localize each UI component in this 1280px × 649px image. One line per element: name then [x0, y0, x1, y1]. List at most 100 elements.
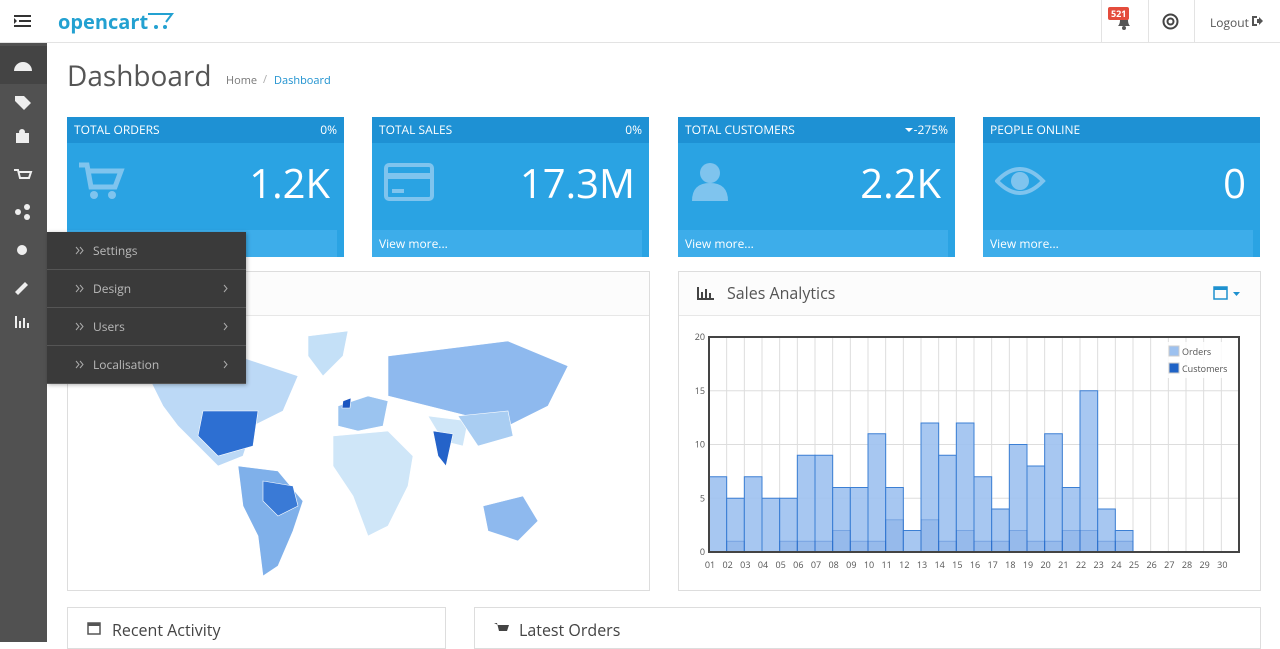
- bar: [973, 540, 993, 553]
- y-tick-label: 15: [695, 384, 705, 397]
- bar: [1044, 540, 1063, 553]
- bar: [814, 454, 834, 553]
- x-tick-label: 08: [829, 558, 839, 571]
- sales-panel-heading: Sales Analytics: [679, 272, 1260, 316]
- x-tick-label: 27: [1164, 558, 1174, 571]
- bar: [796, 454, 816, 553]
- chart-title: Sales Analytics: [727, 282, 836, 304]
- tile-value: 1.2K: [249, 155, 330, 210]
- x-tick-label: 14: [935, 558, 945, 571]
- tile-value: 17.3M: [519, 155, 635, 210]
- x-tick-label: 23: [1094, 558, 1104, 571]
- tile-link[interactable]: View more...: [678, 230, 948, 257]
- x-tick-label: 29: [1200, 558, 1210, 571]
- menu-toggle[interactable]: [14, 14, 32, 28]
- bar: [1114, 540, 1134, 553]
- x-tick-label: 04: [758, 558, 768, 571]
- top-bar: opencart 521 Logout: [0, 0, 1280, 43]
- tile-link[interactable]: View more...: [983, 230, 1253, 257]
- bar: [867, 433, 887, 553]
- stat-tile: TOTAL SALES 0% 17.3M View more...: [372, 117, 649, 257]
- menu-chevron: [75, 284, 84, 293]
- y-tick-label: 10: [695, 438, 705, 451]
- x-tick-label: 24: [1111, 558, 1121, 571]
- sidebar: [0, 43, 47, 642]
- x-tick-label: 10: [864, 558, 874, 571]
- brand-cart: [148, 13, 174, 29]
- tile-change: -275%: [904, 117, 948, 143]
- chart-icon: [697, 287, 714, 300]
- bar: [743, 476, 763, 553]
- tile-title: TOTAL CUSTOMERS: [685, 121, 795, 138]
- legend-swatch: [1168, 362, 1180, 374]
- change-value: -275%: [913, 121, 948, 138]
- submenu-arrow: [223, 322, 228, 331]
- x-tick-label: 02: [723, 558, 733, 571]
- bar: [1061, 530, 1081, 553]
- tile-title: TOTAL SALES: [379, 121, 453, 138]
- bar: [991, 540, 1010, 553]
- menu-item[interactable]: Localisation: [47, 346, 246, 384]
- tile-header: TOTAL SALES 0%: [372, 117, 649, 143]
- bar: [832, 530, 851, 553]
- bar: [761, 497, 781, 553]
- tile-icon: [995, 167, 1046, 195]
- menu-item[interactable]: Design: [47, 270, 246, 308]
- x-tick-label: 16: [970, 558, 980, 571]
- x-tick-label: 19: [1023, 558, 1033, 571]
- page-title: Dashboard: [67, 57, 212, 95]
- bar: [1008, 530, 1028, 553]
- menu-chevron: [75, 246, 84, 255]
- range-picker[interactable]: [1213, 285, 1243, 301]
- settings-menu: Settings Design Users Localisation: [47, 232, 246, 384]
- panel-title: Recent Activity: [112, 619, 221, 641]
- bar: [708, 476, 728, 553]
- legend-label: Customers: [1182, 362, 1227, 375]
- bar: [726, 540, 745, 553]
- x-tick-label: 11: [882, 558, 892, 571]
- menu-chevron: [75, 322, 84, 331]
- y-tick-label: 5: [700, 491, 705, 504]
- x-tick-label: 12: [899, 558, 909, 571]
- x-tick-label: 05: [776, 558, 786, 571]
- tile-header: PEOPLE ONLINE: [983, 117, 1260, 143]
- submenu-arrow: [223, 284, 228, 293]
- x-tick-label: 06: [793, 558, 803, 571]
- breadcrumb-current[interactable]: Dashboard: [274, 73, 331, 88]
- bar: [849, 540, 869, 553]
- logout-link[interactable]: Logout: [1210, 14, 1249, 31]
- x-tick-label: 30: [1217, 558, 1227, 571]
- bar: [1044, 433, 1063, 553]
- notification-badge: 521: [1108, 7, 1130, 20]
- bar: [938, 454, 957, 553]
- bar: [779, 540, 798, 553]
- legend-label: Orders: [1182, 345, 1211, 358]
- x-tick-label: 20: [1041, 558, 1051, 571]
- menu-item[interactable]: Users: [47, 308, 246, 346]
- x-tick-label: 15: [952, 558, 962, 571]
- tile-header: TOTAL ORDERS 0%: [67, 117, 344, 143]
- bar: [796, 540, 816, 553]
- activity-panel: Recent Activity: [67, 607, 446, 649]
- stat-tile: PEOPLE ONLINE 0 View more...: [983, 117, 1260, 257]
- cart-icon: [494, 623, 509, 631]
- tile-title: TOTAL ORDERS: [74, 121, 160, 138]
- bar: [814, 540, 834, 553]
- brand[interactable]: opencart: [58, 8, 149, 35]
- x-tick-label: 09: [846, 558, 856, 571]
- logout-icon: [1252, 16, 1263, 26]
- breadcrumb-home[interactable]: Home: [226, 73, 258, 88]
- tile-icon: [384, 163, 434, 201]
- panel-title: Latest Orders: [519, 619, 621, 641]
- calendar-icon: [87, 622, 101, 635]
- bar: [1097, 540, 1116, 553]
- help-icon[interactable]: [1162, 13, 1179, 30]
- sidebar-icons[interactable]: [0, 43, 47, 343]
- x-tick-label: 13: [917, 558, 927, 571]
- bar: [902, 530, 922, 553]
- menu-item[interactable]: Settings: [47, 232, 246, 270]
- tile-link[interactable]: View more...: [372, 230, 642, 257]
- orders-panel: Latest Orders: [474, 607, 1261, 649]
- bar: [1079, 530, 1099, 553]
